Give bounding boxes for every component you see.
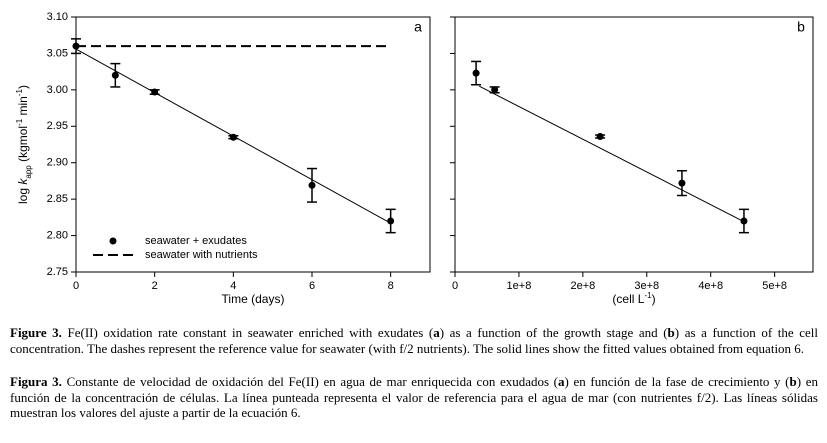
data-point — [229, 133, 237, 141]
data-point — [596, 132, 604, 140]
caption-text: b — [789, 374, 797, 389]
data-point — [308, 181, 316, 189]
legend-swatch — [109, 237, 117, 245]
y-axis-label-part: (kgmol — [16, 126, 30, 165]
caption-text: ) en función de la fase de crecimiento y… — [564, 374, 790, 389]
y-tick-label: 2.95 — [47, 120, 68, 132]
caption-text: a — [433, 325, 440, 340]
caption-en: Figure 3. Fe(II) oxidation rate constant… — [10, 325, 818, 356]
x-tick-label: 0 — [452, 280, 458, 292]
caption-text: Constante de velocidad de oxidación del … — [61, 374, 559, 389]
plot-frame — [454, 16, 814, 273]
x-tick-label: 6 — [309, 280, 315, 292]
data-point — [111, 71, 119, 79]
y-tick-label: 2.85 — [47, 193, 68, 205]
x-tick-label: 2e+8 — [570, 280, 595, 292]
y-axis-label-part: ) — [16, 85, 30, 89]
data-point — [151, 88, 159, 96]
y-axis-label-part: log — [16, 185, 30, 204]
y-axis-label-part: -1 — [15, 88, 24, 96]
y-axis-label-part: app — [24, 165, 33, 179]
fit-line — [479, 85, 745, 223]
x-axis-label-part: ) — [652, 292, 656, 306]
y-tick-label: 3.10 — [47, 11, 68, 23]
y-tick-label: 2.90 — [47, 157, 68, 169]
caption-text: ) en función de la concentración de célu… — [10, 374, 818, 420]
data-point — [387, 217, 395, 225]
caption-text: a — [558, 374, 565, 389]
legend-label: seawater + exudates — [145, 235, 247, 247]
figure: a 2.75 2.80 2.85 2.90 2.95 3.00 3.05 3.10 0 2 4 6 8 Ti… — [15, 11, 814, 307]
x-axis-label: (cell L-1) — [612, 291, 655, 307]
x-tick-label: 8 — [388, 280, 394, 292]
x-tick-label: 1e+8 — [507, 280, 532, 292]
caption-es: Figura 3. Constante de velocidad de oxid… — [10, 374, 818, 421]
x-tick-label: 3e+8 — [634, 280, 659, 292]
y-axis-label: log kapp (kgmol-1 min-1) — [15, 85, 33, 204]
data-point — [491, 86, 499, 94]
x-axis-label: Time (days) — [222, 292, 285, 306]
caption-text: Figure 3. — [10, 325, 62, 340]
x-tick-label: 4e+8 — [698, 280, 723, 292]
caption-text: ) as a function of the cell concentratio… — [10, 325, 818, 356]
y-tick-label: 3.05 — [47, 47, 68, 59]
y-tick-label: 3.00 — [47, 84, 68, 96]
y-tick-label: 2.80 — [47, 229, 68, 241]
caption-text: ) as a function of the growth stage and … — [439, 325, 668, 340]
data-point — [472, 69, 480, 77]
legend-label: seawater with nutrients — [145, 249, 258, 261]
caption-text: b — [667, 325, 675, 340]
y-axis-label-part: -1 — [15, 118, 24, 126]
x-tick-label: 2 — [152, 280, 158, 292]
x-tick-label: 5e+8 — [762, 280, 787, 292]
plot-frame — [75, 16, 431, 273]
caption-text: Figura 3. — [10, 374, 62, 389]
panel-label: a — [414, 19, 422, 35]
x-tick-label: 4 — [230, 280, 236, 292]
y-axis-label-part: min — [16, 96, 30, 119]
y-axis-label-part: k — [16, 178, 30, 185]
x-tick-label: 0 — [73, 280, 79, 292]
x-axis-label-part: -1 — [644, 291, 652, 300]
caption-text: Fe(II) oxidation rate constant in seawat… — [61, 325, 434, 340]
panel-label: b — [797, 19, 805, 35]
data-point — [740, 217, 748, 225]
y-tick-label: 2.75 — [47, 266, 68, 278]
data-point — [678, 179, 686, 187]
x-axis-label-part: (cell L — [612, 292, 644, 306]
